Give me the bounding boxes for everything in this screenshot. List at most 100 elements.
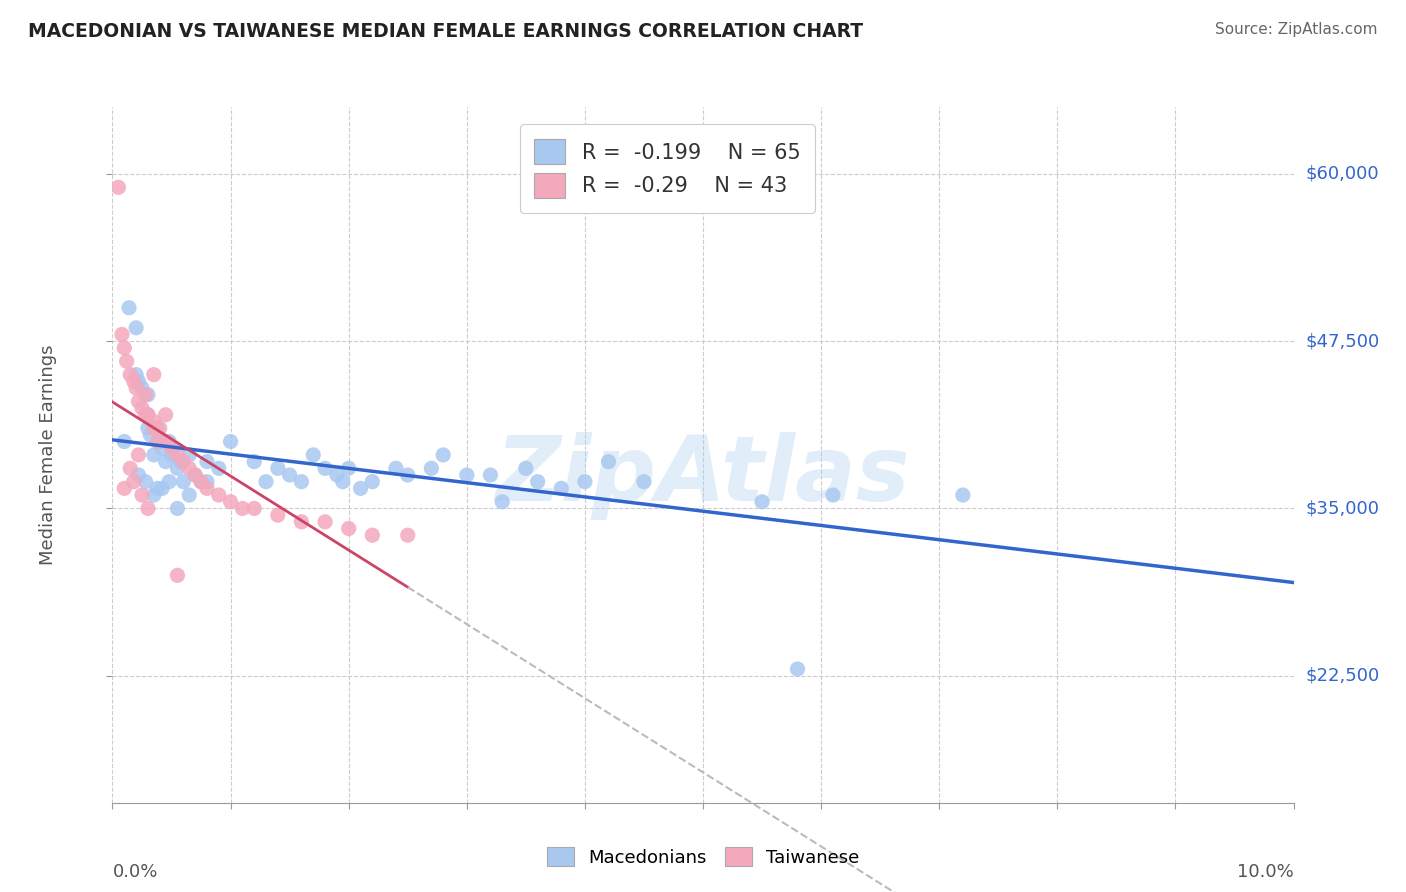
- Point: [172, 475, 194, 489]
- Text: $35,000: $35,000: [1305, 500, 1379, 517]
- Point: [131, 381, 153, 395]
- Text: 10.0%: 10.0%: [1237, 863, 1294, 881]
- Point: [122, 475, 145, 489]
- Point: [267, 508, 290, 523]
- Point: [526, 475, 548, 489]
- Point: [155, 434, 177, 449]
- Point: [163, 442, 186, 455]
- Point: [432, 448, 454, 462]
- Point: [136, 408, 159, 422]
- Point: [786, 662, 808, 676]
- Point: [219, 494, 242, 508]
- Point: [396, 467, 419, 482]
- Legend: Macedonians, Taiwanese: Macedonians, Taiwanese: [540, 840, 866, 874]
- Point: [127, 467, 149, 482]
- Point: [157, 434, 180, 449]
- Legend: R =  -0.199    N = 65, R =  -0.29    N = 43: R = -0.199 N = 65, R = -0.29 N = 43: [520, 124, 815, 213]
- Point: [120, 368, 142, 382]
- Point: [751, 494, 773, 508]
- Point: [195, 455, 218, 469]
- Point: [190, 475, 212, 489]
- Point: [231, 501, 253, 516]
- Point: [254, 475, 277, 489]
- Point: [112, 341, 135, 355]
- Point: [146, 482, 169, 496]
- Point: [952, 488, 974, 502]
- Point: [574, 475, 596, 489]
- Point: [135, 408, 157, 422]
- Point: [184, 467, 207, 482]
- Text: $22,500: $22,500: [1305, 666, 1379, 685]
- Point: [125, 381, 148, 395]
- Point: [115, 354, 138, 368]
- Point: [179, 488, 201, 502]
- Point: [396, 528, 419, 542]
- Point: [155, 455, 177, 469]
- Point: [302, 448, 325, 462]
- Point: [208, 461, 231, 475]
- Text: 0.0%: 0.0%: [112, 863, 157, 881]
- Point: [170, 455, 193, 469]
- Point: [337, 461, 360, 475]
- Point: [150, 442, 173, 455]
- Point: [136, 387, 159, 401]
- Point: [149, 421, 172, 435]
- Point: [107, 180, 129, 194]
- Text: $47,500: $47,500: [1305, 332, 1379, 351]
- Point: [150, 482, 173, 496]
- Point: [332, 475, 354, 489]
- Point: [179, 461, 201, 475]
- Point: [146, 421, 169, 435]
- Point: [337, 521, 360, 535]
- Point: [160, 448, 183, 462]
- Point: [314, 461, 336, 475]
- Point: [146, 434, 169, 449]
- Point: [208, 488, 231, 502]
- Point: [125, 368, 148, 382]
- Point: [112, 482, 135, 496]
- Point: [136, 501, 159, 516]
- Point: [190, 475, 212, 489]
- Point: [633, 475, 655, 489]
- Text: $60,000: $60,000: [1305, 165, 1379, 183]
- Point: [127, 448, 149, 462]
- Point: [166, 568, 188, 582]
- Point: [314, 515, 336, 529]
- Point: [142, 488, 165, 502]
- Point: [172, 455, 194, 469]
- Point: [118, 301, 141, 315]
- Point: [157, 475, 180, 489]
- Point: [195, 475, 218, 489]
- Point: [139, 428, 162, 442]
- Point: [136, 408, 159, 422]
- Point: [166, 448, 188, 462]
- Point: [135, 475, 157, 489]
- Point: [385, 461, 408, 475]
- Point: [127, 375, 149, 389]
- Point: [142, 421, 165, 435]
- Text: MACEDONIAN VS TAIWANESE MEDIAN FEMALE EARNINGS CORRELATION CHART: MACEDONIAN VS TAIWANESE MEDIAN FEMALE EA…: [28, 22, 863, 41]
- Point: [142, 414, 165, 429]
- Point: [155, 408, 177, 422]
- Point: [598, 455, 620, 469]
- Point: [195, 482, 218, 496]
- Point: [111, 327, 134, 342]
- Point: [135, 387, 157, 401]
- Point: [122, 375, 145, 389]
- Text: Median Female Earnings: Median Female Earnings: [38, 344, 56, 566]
- Point: [550, 482, 572, 496]
- Point: [179, 448, 201, 462]
- Point: [420, 461, 443, 475]
- Point: [479, 467, 502, 482]
- Point: [120, 461, 142, 475]
- Point: [243, 501, 266, 516]
- Point: [112, 434, 135, 449]
- Point: [149, 434, 172, 449]
- Text: Source: ZipAtlas.com: Source: ZipAtlas.com: [1215, 22, 1378, 37]
- Text: ZipAtlas: ZipAtlas: [496, 432, 910, 520]
- Point: [326, 467, 349, 482]
- Point: [267, 461, 290, 475]
- Point: [361, 528, 384, 542]
- Point: [821, 488, 844, 502]
- Point: [456, 467, 478, 482]
